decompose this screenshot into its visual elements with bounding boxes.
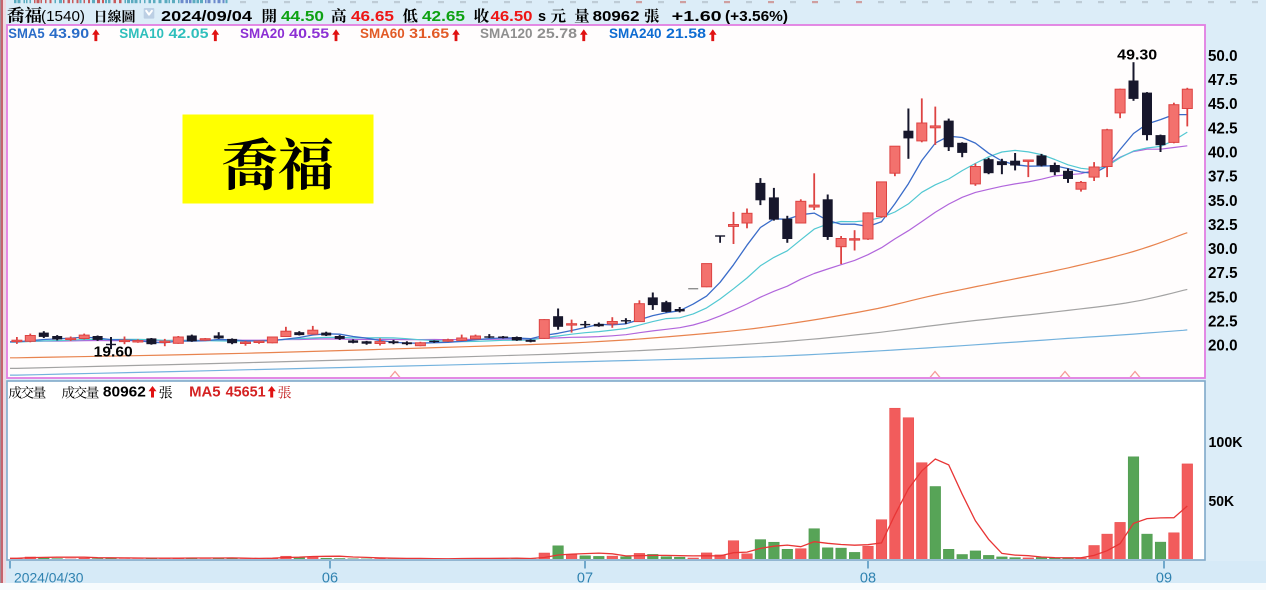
svg-text:s: s — [538, 9, 546, 25]
svg-text:31.65: 31.65 — [409, 26, 450, 41]
svg-text:40.0: 40.0 — [1208, 145, 1238, 162]
svg-text:35.0: 35.0 — [1208, 193, 1238, 210]
svg-text:SMA10: SMA10 — [119, 26, 164, 41]
svg-text:80962: 80962 — [103, 385, 146, 401]
svg-text:80962: 80962 — [593, 8, 640, 25]
svg-text:25.0: 25.0 — [1208, 289, 1238, 306]
svg-text:2024/04/30: 2024/04/30 — [14, 570, 84, 585]
svg-text:21.58: 21.58 — [666, 26, 707, 41]
svg-text:42.05: 42.05 — [169, 26, 210, 41]
svg-text:06: 06 — [322, 571, 338, 587]
svg-text:32.5: 32.5 — [1208, 217, 1238, 234]
svg-text:42.65: 42.65 — [422, 8, 465, 25]
svg-text:SMA120: SMA120 — [480, 26, 533, 41]
svg-text:08: 08 — [860, 571, 876, 587]
svg-text:SMA240: SMA240 — [609, 26, 662, 41]
svg-text:20.0: 20.0 — [1208, 338, 1238, 355]
svg-text:42.5: 42.5 — [1208, 120, 1238, 137]
svg-text:(1540): (1540) — [41, 8, 85, 25]
svg-text:46.50: 46.50 — [491, 8, 533, 25]
svg-text:MA5: MA5 — [189, 385, 221, 401]
svg-text:19.60: 19.60 — [94, 345, 133, 361]
svg-text:22.5: 22.5 — [1208, 314, 1238, 331]
svg-text:49.30: 49.30 — [1117, 47, 1157, 63]
svg-text:09: 09 — [1156, 571, 1172, 587]
svg-text:SMA20: SMA20 — [240, 26, 285, 41]
svg-text:SMA5: SMA5 — [8, 26, 45, 41]
svg-text:(+3.56%): (+3.56%) — [725, 8, 788, 25]
svg-text:100K: 100K — [1209, 434, 1243, 451]
svg-text:2024/09/04: 2024/09/04 — [161, 8, 253, 25]
svg-text:27.5: 27.5 — [1208, 265, 1238, 282]
svg-text:40.55: 40.55 — [289, 26, 330, 41]
svg-text:30.0: 30.0 — [1208, 241, 1238, 258]
svg-text:+1.60: +1.60 — [672, 8, 722, 25]
svg-text:45651: 45651 — [226, 385, 266, 401]
svg-text:SMA60: SMA60 — [360, 26, 405, 41]
svg-text:50K: 50K — [1209, 493, 1235, 510]
svg-text:50.0: 50.0 — [1208, 48, 1238, 65]
svg-text:07: 07 — [577, 571, 593, 587]
svg-text:25.78: 25.78 — [537, 26, 578, 41]
svg-text:44.50: 44.50 — [281, 8, 324, 25]
svg-text:37.5: 37.5 — [1208, 169, 1238, 186]
svg-text:45.0: 45.0 — [1208, 96, 1238, 113]
svg-text:47.5: 47.5 — [1208, 72, 1238, 89]
svg-text:46.65: 46.65 — [351, 8, 394, 25]
svg-text:43.90: 43.90 — [49, 26, 89, 41]
